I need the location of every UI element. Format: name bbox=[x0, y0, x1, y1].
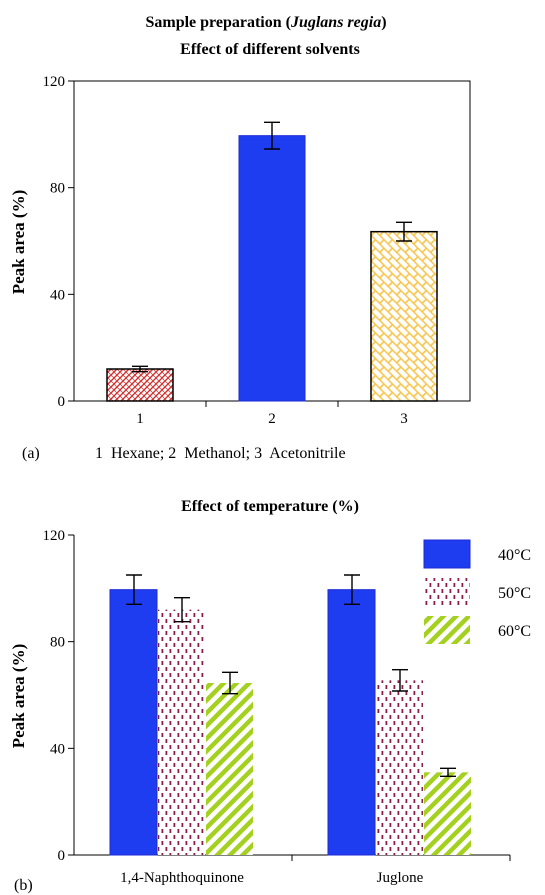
chart-b-error-bar bbox=[344, 574, 360, 606]
chart-b-bar bbox=[376, 680, 423, 855]
chart-b-ylabel: Peak area (%) bbox=[9, 644, 28, 749]
chart-b-bar bbox=[424, 772, 471, 855]
chart-b-error-bar bbox=[174, 596, 190, 623]
chart-b-panel-label: (b) bbox=[14, 877, 33, 894]
chart-a-y-tick-label: 120 bbox=[43, 74, 66, 90]
chart-a-panel-label: (a) bbox=[22, 445, 40, 462]
chart-b-x-tick-label: 1,4-Naphthoquinone bbox=[120, 870, 244, 886]
chart-b-legend-label: 60°C bbox=[498, 623, 531, 640]
chart-a-bar bbox=[370, 230, 438, 402]
chart-a-error-bar bbox=[396, 221, 412, 242]
chart-b-y-tick-label: 40 bbox=[50, 741, 65, 757]
chart-b-legend-swatch bbox=[424, 578, 470, 606]
chart-b-legend-swatch bbox=[424, 616, 470, 644]
chart-b-y-tick-label: 80 bbox=[50, 635, 65, 651]
chart-a-x-axis: 1 2 3 bbox=[136, 401, 408, 427]
chart-b-legend: 40°C 50°C 60°C bbox=[423, 539, 531, 644]
chart-a-bar bbox=[106, 368, 174, 402]
chart-b-bar bbox=[206, 683, 253, 855]
chart-b-error-bar bbox=[392, 668, 408, 692]
chart-b-legend-swatch bbox=[423, 539, 471, 569]
chart-a-title: Sample preparation (Juglans regia) bbox=[145, 14, 386, 31]
chart-a-y-axis: 0 40 80 120 bbox=[43, 74, 74, 410]
chart-a: Sample preparation (Juglans regia) Effec… bbox=[9, 14, 471, 462]
chart-b-bars bbox=[109, 574, 471, 856]
chart-a-x-tick-label: 2 bbox=[268, 411, 276, 427]
chart-a-error-bar bbox=[264, 121, 280, 150]
chart-a-error-bar bbox=[132, 365, 148, 373]
chart-b-error-bar bbox=[440, 767, 456, 778]
chart-b-x-tick-label: Juglone bbox=[377, 870, 424, 886]
chart-a-caption: 1 Hexane; 2 Methanol; 3 Acetonitrile bbox=[95, 445, 346, 462]
chart-a-subtitle: Effect of different solvents bbox=[180, 41, 360, 58]
chart-b-error-bar bbox=[126, 574, 142, 606]
chart-b-bar bbox=[109, 589, 158, 856]
chart-b-bar bbox=[327, 589, 376, 856]
chart-b-title: Effect of temperature (%) bbox=[181, 498, 359, 515]
chart-b-legend-label: 50°C bbox=[498, 585, 531, 602]
chart-b-y-axis: 0 40 80 120 bbox=[43, 528, 74, 864]
chart-a-x-tick-label: 3 bbox=[400, 411, 408, 427]
chart-b-y-tick-label: 120 bbox=[43, 528, 66, 544]
chart-a-x-tick-label: 1 bbox=[136, 411, 144, 427]
chart-b: Effect of temperature (%) Peak area (%) … bbox=[9, 498, 531, 894]
chart-a-bars bbox=[106, 121, 438, 402]
chart-b-x-axis: 1,4-Naphthoquinone Juglone bbox=[120, 855, 511, 886]
chart-a-y-tick-label: 80 bbox=[50, 181, 65, 197]
chart-b-y-tick-label: 0 bbox=[58, 848, 66, 864]
chart-a-bar bbox=[238, 135, 306, 402]
chart-b-error-bar bbox=[222, 671, 238, 695]
chart-a-y-tick-label: 0 bbox=[58, 394, 66, 410]
chart-b-legend-label: 40°C bbox=[498, 547, 531, 564]
chart-a-ylabel: Peak area (%) bbox=[9, 190, 28, 295]
chart-b-bar bbox=[158, 609, 205, 855]
chart-a-y-tick-label: 40 bbox=[50, 287, 65, 303]
